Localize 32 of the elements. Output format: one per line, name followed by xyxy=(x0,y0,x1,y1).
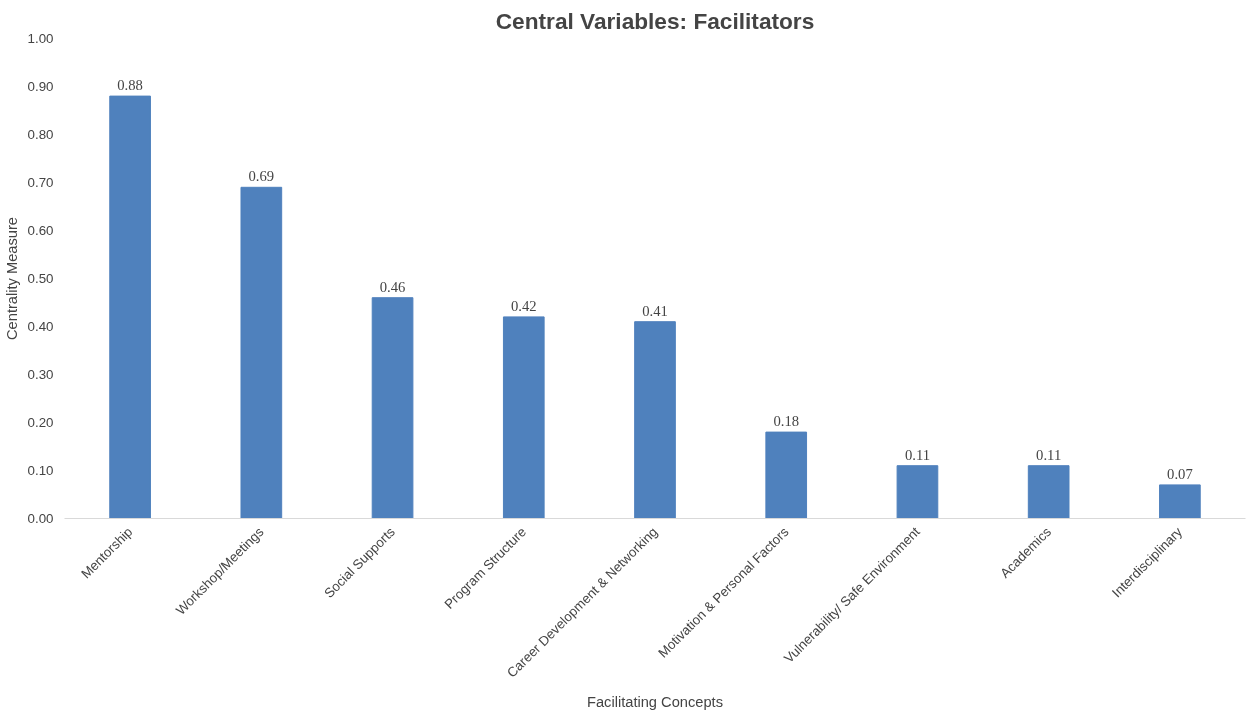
y-tick-label: 0.20 xyxy=(27,415,54,430)
data-label: 0.18 xyxy=(773,413,800,430)
bar xyxy=(1159,484,1201,519)
bar xyxy=(502,316,545,519)
y-tick-label: 1.00 xyxy=(27,31,54,46)
y-tick-label: 0.40 xyxy=(27,319,54,334)
bar xyxy=(1027,465,1070,519)
bar xyxy=(634,321,676,519)
y-tick-label: 0.80 xyxy=(27,127,54,142)
data-label: 0.11 xyxy=(1036,446,1062,463)
bar xyxy=(896,465,939,519)
y-tick-label: 0.90 xyxy=(27,79,54,94)
data-label: 0.11 xyxy=(904,446,930,463)
x-axis-title: Facilitating Concepts xyxy=(586,693,724,710)
y-tick-label: 0.60 xyxy=(27,223,54,238)
y-tick-label: 0.00 xyxy=(27,511,54,526)
data-label: 0.42 xyxy=(510,297,537,314)
y-axis-title: Centrality Measure xyxy=(3,217,20,340)
data-label: 0.46 xyxy=(379,278,406,295)
chart-title: Central Variables: Facilitators xyxy=(495,7,815,34)
bar xyxy=(240,186,283,519)
y-tick-label: 0.10 xyxy=(27,463,54,478)
bar xyxy=(371,297,414,519)
data-label: 0.07 xyxy=(1167,465,1193,482)
data-label: 0.88 xyxy=(117,77,143,94)
bar xyxy=(765,431,808,519)
bar xyxy=(109,95,151,519)
data-label: 0.69 xyxy=(248,168,275,185)
data-label: 0.41 xyxy=(642,302,668,319)
y-tick-label: 0.30 xyxy=(27,367,54,382)
y-tick-label: 0.50 xyxy=(27,271,54,286)
y-tick-label: 0.70 xyxy=(27,175,54,190)
